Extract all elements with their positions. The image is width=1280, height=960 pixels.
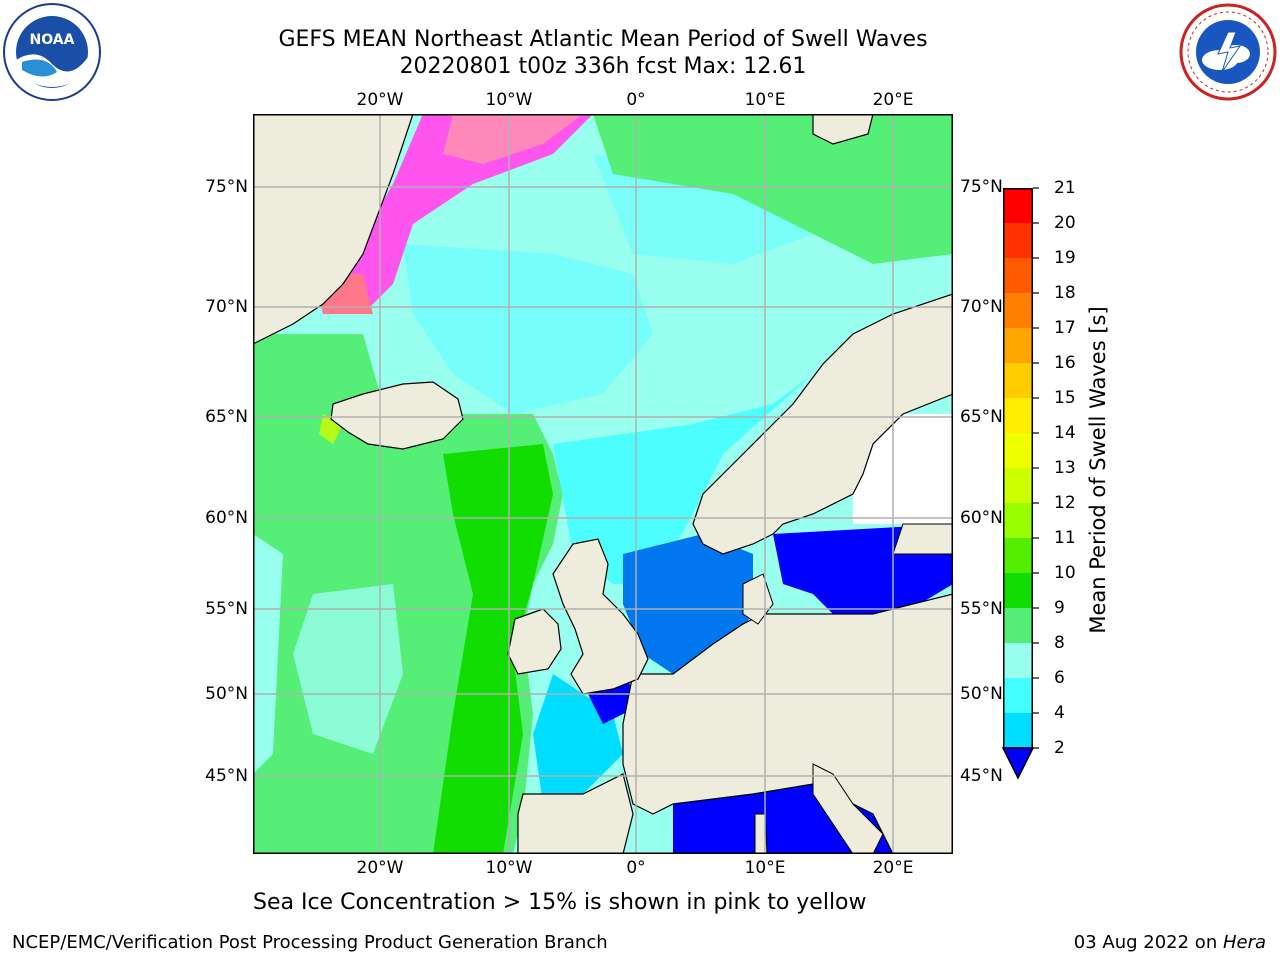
iceland-land (330, 381, 464, 450)
lon-label-bottom: 20°E (872, 858, 914, 878)
lat-label-right: 70°N (960, 297, 1003, 317)
map-frame (253, 114, 953, 854)
colorbar-tick-label: 21 (1054, 178, 1076, 198)
lon-label-top: 10°W (485, 90, 533, 110)
colorbar-band (1003, 223, 1033, 259)
chart-subtitle: 20220801 t00z 336h fcst Max: 12.61 (399, 54, 807, 79)
chart-title: GEFS MEAN Northeast Atlantic Mean Period… (278, 27, 928, 52)
lat-label-left: 60°N (205, 508, 248, 528)
colorbar-tick-label: 12 (1054, 493, 1076, 513)
colorbar-tick-label: 13 (1054, 458, 1076, 478)
colorbar-band (1003, 258, 1033, 294)
colorbar-tick-label: 9 (1054, 598, 1065, 618)
greenland-land (253, 114, 414, 345)
colorbar-band (1003, 573, 1033, 609)
lat-label-right: 50°N (960, 684, 1003, 704)
nws-logo-icon (1179, 3, 1277, 101)
footer-date-text: 03 Aug 2022 on (1073, 932, 1223, 953)
colorbar-frame (1003, 188, 1033, 749)
colorbar-band (1003, 433, 1033, 469)
lat-label-right: 55°N (960, 599, 1003, 619)
lon-label-top: 0° (626, 90, 646, 110)
lon-label-top: 20°W (356, 90, 404, 110)
colorbar-band (1003, 503, 1033, 539)
lat-label-left: 70°N (205, 297, 248, 317)
footer-credit: NCEP/EMC/Verification Post Processing Pr… (12, 932, 608, 953)
colorbar-band (1003, 188, 1033, 224)
lat-label-right: 65°N (960, 407, 1003, 427)
colorbar-tick-label: 16 (1054, 353, 1076, 373)
lon-label-top: 20°E (872, 90, 914, 110)
lon-label-bottom: 10°E (744, 858, 786, 878)
graticule (253, 114, 953, 854)
colorbar-tick-label: 17 (1054, 318, 1076, 338)
lon-label-bottom: 0° (626, 858, 646, 878)
lat-label-left: 55°N (205, 599, 248, 619)
colorbar-min-arrow (1001, 747, 1035, 780)
colorbar-band (1003, 398, 1033, 434)
sea-ice-caption: Sea Ice Concentration > 15% is shown in … (253, 890, 867, 915)
colorbar-tick-label: 15 (1054, 388, 1076, 408)
scandinavia-land (692, 293, 953, 555)
colorbar-tick-label: 10 (1054, 563, 1076, 583)
lat-label-right: 60°N (960, 508, 1003, 528)
noaa-logo-icon: NOAA (3, 3, 101, 101)
colorbar-band (1003, 608, 1033, 644)
colorbar-tick-label: 19 (1054, 248, 1076, 268)
footer-host: Hera (1222, 932, 1266, 953)
colorbar-band (1003, 328, 1033, 364)
colorbar-tick-label: 8 (1054, 633, 1065, 653)
great-britain-land (552, 538, 649, 695)
colorbar-tick-label: 11 (1054, 528, 1076, 548)
colorbar-band (1003, 363, 1033, 399)
colorbar-band (1003, 678, 1033, 714)
colorbar-band (1003, 468, 1033, 504)
lon-label-top: 10°E (744, 90, 786, 110)
lat-label-left: 50°N (205, 684, 248, 704)
colorbar-tick-label: 2 (1054, 738, 1065, 758)
iberia-land (517, 773, 634, 854)
lat-label-left: 45°N (205, 766, 248, 786)
swell-period-map (253, 114, 953, 854)
lat-label-left: 75°N (205, 177, 248, 197)
colorbar-tick-label: 6 (1054, 668, 1065, 688)
colorbar-band (1003, 713, 1033, 749)
colorbar-band (1003, 293, 1033, 329)
europe-land (622, 593, 953, 854)
colorbar-tick-label: 18 (1054, 283, 1076, 303)
colorbar-tick-label: 4 (1054, 703, 1065, 723)
lon-label-bottom: 20°W (356, 858, 404, 878)
footer-date: 03 Aug 2022 on Hera (1074, 932, 1266, 953)
colorbar-label: Mean Period of Swell Waves [s] (1086, 306, 1110, 634)
colorbar (1001, 187, 1039, 780)
lat-label-right: 75°N (960, 177, 1003, 197)
lat-label-left: 65°N (205, 407, 248, 427)
colorbar-tick-label: 14 (1054, 423, 1076, 443)
lon-label-bottom: 10°W (485, 858, 533, 878)
colorbar-tick-label: 20 (1054, 213, 1076, 233)
lat-label-right: 45°N (960, 766, 1003, 786)
noaa-logo-text: NOAA (30, 32, 75, 48)
colorbar-band (1003, 643, 1033, 679)
colorbar-band (1003, 538, 1033, 574)
